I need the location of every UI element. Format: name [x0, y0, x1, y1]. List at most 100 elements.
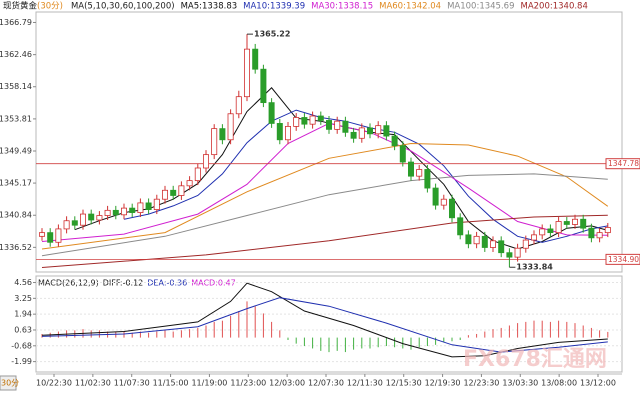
candle-body [555, 221, 562, 234]
candle-body [604, 227, 611, 234]
candle-body [121, 207, 128, 216]
candle-body [309, 115, 316, 125]
price-line-label: 1334.90 [608, 255, 639, 264]
candle-body [39, 232, 46, 237]
candle-body [489, 240, 496, 248]
macd-panel [35, 275, 623, 373]
macd-y-tick-label: 4.56 [14, 278, 32, 287]
ma-params: MA(5,10,30,60,100,200) [71, 2, 175, 12]
ma-line [41, 173, 608, 257]
x-tick-label: 13/03:30 [502, 379, 538, 388]
candle-body [531, 234, 538, 241]
candle-body [55, 228, 62, 243]
candle-body [153, 198, 160, 210]
candle-body [80, 213, 87, 226]
x-tick-label: 10/22:30 [36, 379, 72, 388]
candle-body [580, 218, 587, 229]
legend-entry: MA10:1339.39 [243, 2, 305, 12]
candle-body [96, 215, 103, 221]
x-tick-label: 12/07:30 [308, 379, 344, 388]
candle-body [178, 185, 185, 196]
y-tick-label: 1366.79 [0, 18, 32, 27]
candle-body [350, 131, 357, 139]
chart-period: (30分) [37, 2, 63, 12]
candle-body [260, 68, 267, 104]
macd-diff-label: DIFF:-0.12 [103, 279, 144, 288]
candle-body [161, 189, 168, 200]
price-panel [35, 11, 623, 273]
low-annotation: 1333.84 [516, 263, 553, 272]
candle-body [301, 117, 308, 125]
candle-body [317, 115, 324, 121]
candle-body [383, 125, 390, 137]
macd-y-tick-label: -0.68 [11, 341, 32, 350]
candle-body [334, 120, 341, 130]
candle-body [129, 207, 136, 213]
candle-body [88, 213, 95, 221]
x-tick-label: 12/11:30 [347, 379, 383, 388]
candle-body [416, 169, 423, 177]
legend-entry: MA100:1345.69 [447, 2, 514, 12]
candle-body [170, 189, 177, 196]
y-tick-label: 1340.84 [0, 211, 32, 220]
x-tick-label: 11/19:00 [191, 379, 227, 388]
candle-body [202, 154, 209, 169]
x-tick-label: 11/23:00 [230, 379, 266, 388]
ma-line [41, 214, 608, 268]
candle-body [104, 209, 111, 216]
candle-body [268, 102, 275, 124]
x-tick-label: 12/15:30 [386, 379, 422, 388]
y-tick-label: 1353.81 [0, 114, 32, 123]
candle-body [243, 48, 250, 98]
legend-entry: MA5:1338.83 [181, 2, 238, 12]
candle-body [112, 209, 119, 216]
macd-dea-line [41, 297, 608, 353]
candle-body [71, 220, 78, 226]
macd-dea-label: DEA:-0.36 [147, 279, 187, 288]
candle-body [481, 235, 488, 248]
candle-body [276, 123, 283, 141]
x-tick-label: 11/15:00 [153, 379, 189, 388]
candle-body [440, 198, 447, 206]
candle-body [457, 217, 464, 236]
y-tick-label: 1358.14 [0, 82, 32, 91]
macd-y-tick-label: 3.25 [14, 294, 32, 303]
y-tick-label: 1349.49 [0, 146, 32, 155]
high-annotation: 1365.22 [254, 30, 290, 39]
candle-body [547, 228, 554, 234]
y-tick-label: 1336.52 [0, 243, 32, 252]
candle-body [572, 218, 579, 225]
candle-body [432, 187, 439, 206]
candle-body [448, 198, 455, 219]
candle-body [375, 125, 382, 135]
candle-body [399, 145, 406, 163]
period-box [0, 375, 17, 391]
ma-line [41, 142, 609, 250]
candle-body [596, 232, 603, 239]
legend-entry: MA200:1340.84 [520, 2, 587, 12]
candle-body [186, 180, 193, 187]
price-line-label-box [605, 158, 640, 170]
candle-body [563, 221, 570, 225]
legend-entry: MA60:1342.04 [379, 2, 441, 12]
macd-y-tick-label: 0.63 [14, 325, 32, 334]
candle-body [407, 161, 414, 177]
candle-body [235, 96, 242, 115]
candle-body [194, 167, 201, 182]
period-label: 30分 [1, 379, 19, 388]
x-tick-label: 13/12:00 [580, 379, 616, 388]
watermark: FX678汇通网 [463, 347, 607, 372]
candle-body [522, 239, 529, 249]
macd-y-tick-label: -1.99 [11, 357, 32, 366]
candle-body [252, 48, 259, 70]
y-tick-label: 1362.46 [0, 50, 32, 59]
x-tick-label: 12/23:30 [463, 379, 499, 388]
candle-body [293, 117, 300, 127]
candle-body [342, 120, 349, 133]
macd-y-tick-label: 1.94 [14, 310, 32, 319]
price-line-label: 1347.78 [608, 159, 639, 168]
candle-body [284, 126, 291, 141]
candle-body [514, 247, 521, 258]
price-line-label-box [605, 253, 640, 265]
candle-body [137, 202, 144, 213]
